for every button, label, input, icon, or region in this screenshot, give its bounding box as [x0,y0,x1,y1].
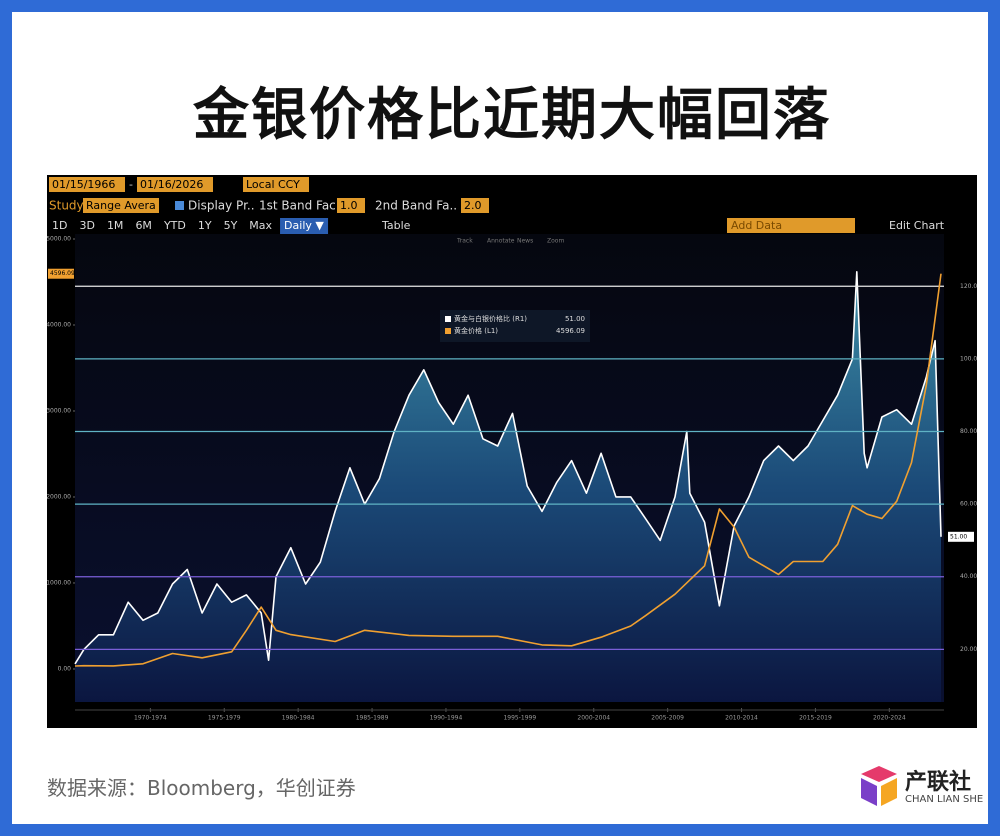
display-label: Display Pr.. [188,199,255,213]
ratio-area [75,271,941,702]
y2-tick-label: 120.00 [960,283,977,290]
series-line [74,271,942,665]
period-button[interactable]: YTD [163,219,186,232]
x-tick-label: 2015-2019 [799,715,832,722]
band2-label: 2nd Band Fa.. [375,199,457,213]
last-value-tag [948,531,974,542]
y-tick-label: 2000.00 [47,493,71,500]
period-button[interactable]: 1M [107,219,124,232]
study[interactable]: Range Avera [86,199,156,212]
series-line [74,273,942,667]
start-date[interactable]: 01/15/1966 [52,178,115,191]
logo-name: 产联社 [905,770,972,795]
legend-label: 黄金价格 (L1) [454,326,498,335]
band1-box [337,198,365,213]
band1-label: 1st Band Fac.. [259,199,343,213]
start-date-box [49,177,125,192]
last-value-label: 51.00 [950,533,967,540]
table-button[interactable]: Table [381,219,411,232]
y2-tick-label: 100.00 [960,355,977,362]
x-tick-label: 1990-1994 [430,715,463,722]
x-tick-label: 1995-1999 [503,715,536,722]
x-tick-label: 1980-1984 [282,715,315,722]
legend-value: 4596.09 [556,327,585,335]
y2-tick-label: 40.00 [960,573,977,580]
logo: 产联社 CHAN LIAN SHE [857,764,987,814]
chart: 01/15/1966 -01/16/2026 Local CCY Study Range… [47,175,977,728]
period-button[interactable]: Max [249,219,272,232]
x-tick-label: 2005-2009 [651,715,684,722]
x-tick-label: 1985-1989 [356,715,389,722]
y2-tick-label: 20.00 [960,646,977,653]
period-button[interactable]: 1D [52,219,67,232]
period-button[interactable]: 6M [135,219,152,232]
x-tick-label: 2000-2004 [577,715,610,722]
logo-subtitle: CHAN LIAN SHE [905,794,984,805]
legend-swatch [445,328,451,334]
x-tick-label: 1975-1979 [208,715,241,722]
currency-box [243,177,309,192]
frequency-box [280,218,329,234]
end-date[interactable]: 01/16/2026 [140,178,203,191]
y2-tick-label: 80.00 [960,428,977,435]
chart-tool[interactable]: Annotate [487,238,515,245]
chart-tool[interactable]: Track [456,238,473,245]
study-box [83,198,159,213]
period-button[interactable]: 5Y [224,219,238,232]
y-tick-label: 4000.00 [47,321,71,328]
legend-label: 黄金与白银价格比 (R1) [454,314,527,323]
x-tick-label: 2020-2024 [873,715,906,722]
legend-swatch [445,316,451,322]
y-tick-label: 5000.00 [47,235,71,242]
checkbox [175,201,184,210]
y2-tick-label: 60.00 [960,501,977,508]
y-tick-label: 3000.00 [47,407,71,414]
period-button[interactable]: 3D [79,219,94,232]
date-dash: - [129,178,133,191]
x-tick-label: 2010-2014 [725,715,758,722]
add-data-box [727,218,855,233]
legend-value: 51.00 [565,315,585,323]
last-value-label: 4596.09 [50,270,75,277]
currency[interactable]: Local CCY [246,178,300,191]
chart-tool[interactable]: News [517,238,533,245]
legend-box [440,310,590,342]
end-date-box [137,177,213,192]
band2[interactable]: 2.0 [464,199,482,212]
edit-chart[interactable]: Edit Chart [889,219,945,232]
x-tick-label: 1970-1974 [134,715,167,722]
study-label: Study [49,199,84,213]
source-note: 数据来源：Bloomberg，华创证券 [47,776,356,800]
last-value-tag [48,268,74,279]
add-data[interactable]: Add Data [731,219,782,232]
y-tick-label: 1000.00 [47,579,71,586]
y-tick-label: 0.00 [58,665,72,672]
period-button[interactable]: 1Y [198,219,212,232]
logo-icon [861,766,897,806]
page-title: 金银价格比近期大幅回落 [193,83,831,148]
frequency[interactable]: Daily ▼ [284,219,324,232]
band2-box [461,198,489,213]
band1[interactable]: 1.0 [340,199,358,212]
chart-tool[interactable]: Zoom [547,238,564,245]
